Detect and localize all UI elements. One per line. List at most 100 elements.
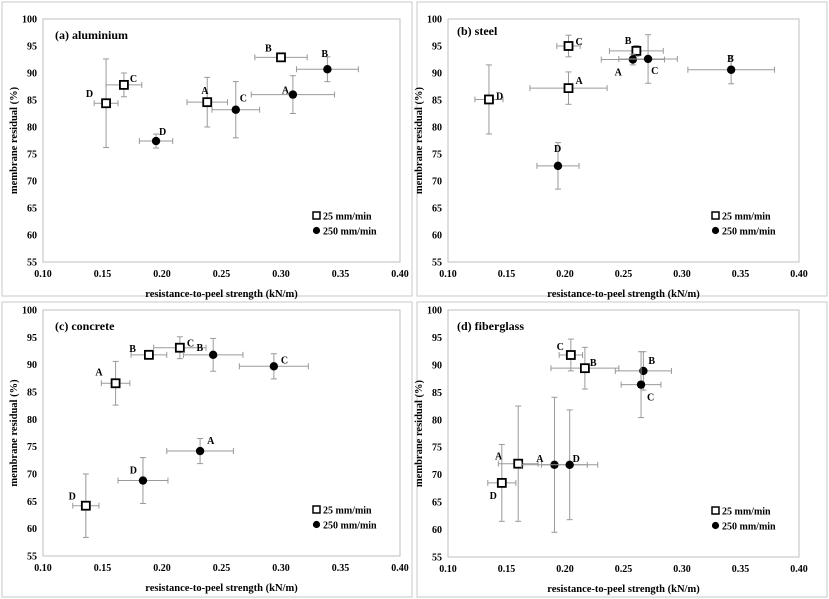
x-tick-label: 0.10 bbox=[34, 269, 52, 280]
data-point-square bbox=[579, 363, 590, 374]
point-label: C bbox=[557, 342, 564, 353]
legend-marker-circle bbox=[711, 226, 720, 235]
series-250: A B C D bbox=[138, 49, 359, 149]
point-label: C bbox=[130, 74, 137, 85]
y-tick-label: 90 bbox=[432, 69, 442, 80]
point-label: B bbox=[265, 43, 272, 54]
data-point-square bbox=[174, 342, 185, 353]
y-tick-label: 55 bbox=[27, 552, 37, 563]
data-point-circle bbox=[151, 136, 161, 146]
y-tick-label: 70 bbox=[432, 177, 442, 188]
point-label: D bbox=[490, 491, 497, 502]
panel-border bbox=[416, 1, 828, 297]
y-tick-label: 75 bbox=[27, 442, 37, 453]
point-label: B bbox=[321, 49, 328, 60]
y-tick-label: 80 bbox=[27, 415, 37, 426]
panel-border bbox=[1, 301, 413, 598]
chart-title: (c) concrete bbox=[55, 319, 115, 333]
y-tick-label: 65 bbox=[27, 497, 37, 508]
y-axis-label: membrane residual (%) bbox=[9, 379, 20, 487]
x-tick-label: 0.15 bbox=[498, 564, 516, 575]
x-tick-label: 0.40 bbox=[391, 269, 409, 280]
data-point-square bbox=[631, 45, 642, 56]
chart-title: (d) fiberglass bbox=[457, 319, 524, 333]
y-tick-label: 70 bbox=[432, 470, 442, 481]
panel-border bbox=[1, 1, 413, 297]
data-point-circle bbox=[639, 366, 648, 376]
y-tick-label: 55 bbox=[27, 258, 37, 269]
y-tick-label: 95 bbox=[27, 42, 37, 53]
x-tick-label: 0.30 bbox=[673, 269, 691, 280]
y-tick-label: 80 bbox=[27, 123, 37, 134]
y-axis-label: membrane residual (%) bbox=[9, 86, 20, 194]
point-label: D bbox=[159, 127, 166, 138]
legend-marker-circle bbox=[711, 521, 720, 530]
y-tick-label: 65 bbox=[432, 204, 442, 215]
x-tick-label: 0.35 bbox=[732, 564, 750, 575]
x-tick-label: 0.10 bbox=[439, 564, 457, 575]
chart-title: (a) aluminium bbox=[55, 28, 128, 42]
point-label: A bbox=[536, 454, 544, 465]
x-tick-label: 0.40 bbox=[790, 269, 808, 280]
data-point-circle bbox=[643, 54, 653, 64]
y-tick-label: 85 bbox=[432, 96, 442, 107]
point-label: A bbox=[495, 452, 503, 463]
x-tick-label: 0.25 bbox=[213, 563, 231, 574]
data-point-square bbox=[276, 52, 286, 63]
point-label: A bbox=[615, 68, 623, 79]
y-axis-label: membrane residual (%) bbox=[414, 86, 425, 194]
x-tick-label: 0.25 bbox=[615, 564, 633, 575]
x-axis-label: resistance-to-peel strength (kN/m) bbox=[145, 289, 298, 300]
x-axis-label: resistance-to-peel strength (kN/m) bbox=[547, 289, 700, 300]
point-label: D bbox=[86, 89, 93, 100]
point-label: C bbox=[647, 393, 654, 404]
point-label: D bbox=[130, 466, 137, 477]
plot-area bbox=[447, 309, 800, 558]
legend-label: 250 mm/min bbox=[722, 522, 776, 533]
x-axis-label: resistance-to-peel strength (kN/m) bbox=[547, 584, 700, 595]
y-tick-label: 90 bbox=[432, 360, 442, 371]
y-tick-label: 55 bbox=[432, 258, 442, 269]
data-point-circle bbox=[565, 460, 574, 469]
x-tick-label: 0.30 bbox=[272, 563, 290, 574]
plot-area bbox=[42, 309, 401, 557]
y-tick-label: 95 bbox=[27, 333, 37, 344]
point-label: C bbox=[576, 37, 583, 48]
y-tick-label: 100 bbox=[22, 306, 37, 317]
x-tick-label: 0.20 bbox=[153, 269, 171, 280]
x-tick-label: 0.30 bbox=[673, 564, 691, 575]
point-label: A bbox=[201, 86, 209, 97]
y-tick-label: 60 bbox=[432, 231, 442, 242]
x-tick-label: 0.35 bbox=[332, 563, 350, 574]
point-label: B bbox=[648, 356, 655, 367]
y-tick-label: 75 bbox=[432, 443, 442, 454]
point-label: D bbox=[554, 144, 561, 155]
y-tick-label: 60 bbox=[432, 525, 442, 536]
y-tick-label: 75 bbox=[432, 150, 442, 161]
x-tick-label: 0.10 bbox=[34, 563, 52, 574]
y-axis-label: membrane residual (%) bbox=[414, 379, 425, 487]
data-point-circle bbox=[323, 65, 332, 74]
point-label: C bbox=[240, 94, 247, 105]
chart-panel-2: 55 60 65 70 75 80 85 90 95 100 0.10 0.15 0.20 0.25 0.3… bbox=[414, 1, 828, 300]
x-tick-label: 0.30 bbox=[272, 269, 290, 280]
data-point-square bbox=[513, 458, 524, 469]
panel-border bbox=[416, 301, 828, 598]
data-point-circle bbox=[208, 350, 218, 360]
y-tick-label: 85 bbox=[27, 388, 37, 399]
legend-label: 250 mm/min bbox=[323, 521, 377, 532]
y-tick-label: 85 bbox=[27, 96, 37, 107]
data-point-circle bbox=[269, 362, 279, 371]
data-point-square bbox=[80, 500, 91, 511]
legend-label: 25 mm/min bbox=[323, 212, 372, 223]
y-tick-label: 80 bbox=[432, 415, 442, 426]
data-point-square bbox=[563, 41, 574, 51]
chart-panel-1: 55 60 65 70 75 80 85 90 95 100 0.10 0.15 0.20 0.25 0.3… bbox=[1, 1, 413, 300]
point-label: B bbox=[129, 344, 136, 355]
